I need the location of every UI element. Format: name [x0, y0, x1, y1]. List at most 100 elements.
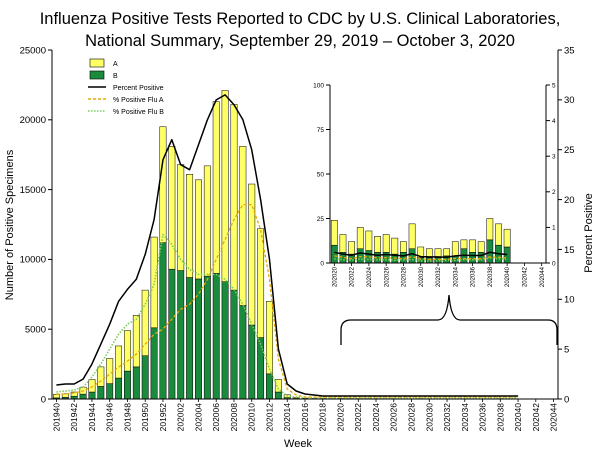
main-x-tick-label: 202006	[211, 403, 221, 432]
inset-bar-a	[366, 231, 372, 251]
main-x-tick-label: 202016	[300, 403, 310, 432]
main-x-tick-label: 201942	[69, 403, 79, 432]
main-x-tick-label: 202032	[442, 403, 452, 432]
main-bar-b	[204, 276, 210, 399]
inset-bar-b	[331, 245, 337, 263]
main-x-tick-label: 202040	[513, 403, 523, 432]
main-y-tick-label: 15000	[20, 185, 46, 196]
main-bar-b	[275, 392, 281, 399]
legend-swatch-a	[90, 59, 104, 67]
inset-y-tick-label: 50	[317, 171, 325, 178]
main-bar-b	[115, 378, 121, 399]
inset-x-tick-label: 202030	[419, 266, 425, 287]
main-bar-a	[151, 237, 157, 328]
main-y2-tick-label: 20	[564, 195, 575, 206]
inset-bar-a	[469, 240, 475, 252]
main-bar-a	[186, 174, 192, 277]
main-bar-a	[133, 315, 139, 367]
main-bar-b	[89, 392, 95, 399]
main-bar-a	[266, 301, 272, 374]
inset-y2-tick-label: 4	[552, 118, 556, 125]
main-bar-b	[80, 394, 86, 399]
main-bar-b	[133, 367, 139, 399]
main-y-tick-label: 25000	[20, 45, 46, 56]
main-bar-b	[240, 305, 246, 399]
inset-y2-tick-label: 0	[552, 260, 556, 267]
main-y2-tick-label: 15	[564, 245, 575, 256]
inset-bar-b	[409, 249, 415, 263]
inset-x-tick-label: 202020	[332, 266, 338, 287]
main-bar-b	[107, 384, 113, 399]
main-bar-a	[204, 166, 210, 276]
main-bar-b	[257, 338, 263, 399]
main-y-tick-label: 10000	[20, 255, 46, 266]
main-x-tick-label: 202026	[389, 403, 399, 432]
main-x-tick-label: 202042	[531, 403, 541, 432]
inset-bar-b	[357, 249, 363, 263]
main-x-tick-label: 202034	[460, 403, 470, 432]
inset-x-tick-label: 202032	[436, 266, 442, 287]
inset-x-tick-label: 202044	[540, 266, 546, 287]
main-x-tick-label: 202002	[176, 403, 186, 432]
main-x-tick-label: 201944	[87, 403, 97, 432]
inset-y-tick-label: 100	[313, 82, 324, 89]
inset-bar-a	[452, 242, 458, 256]
main-bar-a	[53, 394, 59, 397]
main-y-tick-label: 20000	[20, 115, 46, 126]
inset-x-tick-label: 202034	[453, 266, 459, 287]
main-bar-b	[160, 243, 166, 399]
inset-bar-a	[374, 236, 380, 252]
chart-title-line1: Influenza Positive Tests Reported to CDC…	[40, 10, 561, 28]
inset-x-tick-label: 202022	[350, 266, 356, 287]
main-bar-a	[195, 180, 201, 279]
main-x-tick-label: 201948	[122, 403, 132, 432]
y2-axis-label: Percent Positive	[583, 193, 595, 272]
legend-label-a: A	[113, 61, 118, 68]
main-x-tick-label: 202008	[229, 403, 239, 432]
inset-bar-b	[469, 252, 475, 263]
main-bar-b	[142, 356, 148, 399]
main-y2-tick-label: 35	[564, 45, 575, 56]
inset-bar-a	[383, 235, 389, 253]
inset-x-tick-label: 202028	[402, 266, 408, 287]
inset-x-tick-label: 202042	[523, 266, 529, 287]
main-x-tick-label: 202004	[193, 403, 203, 432]
inset-x-tick-label: 202024	[367, 266, 373, 287]
inset-x-tick-label: 202026	[384, 266, 390, 287]
main-x-tick-label: 202038	[495, 403, 505, 432]
main-bar-a	[222, 90, 228, 281]
inset-bar-a	[461, 240, 467, 249]
main-bar-a	[115, 346, 121, 378]
legend-label-pct-flu-b: % Positive Flu B	[113, 109, 164, 116]
main-bar-b	[231, 290, 237, 399]
inset-y2-tick-label: 3	[552, 153, 556, 160]
inset-y2-tick-label: 2	[552, 189, 556, 196]
main-bar-b	[169, 269, 175, 399]
main-bar-b	[124, 371, 130, 399]
main-x-tick-label: 202012	[265, 403, 275, 432]
legend-label-pct-flu-a: % Positive Flu A	[113, 97, 164, 104]
main-bar-b	[178, 271, 184, 399]
main-y2-tick-label: 25	[564, 145, 575, 156]
main-x-tick-label: 201952	[158, 403, 168, 432]
main-y2-tick-label: 0	[564, 394, 569, 405]
inset-bar-a	[478, 242, 484, 253]
main-bar-b	[186, 278, 192, 399]
inset-bar-a	[444, 249, 450, 256]
main-x-tick-label: 202030	[424, 403, 434, 432]
inset-bar-b	[487, 240, 493, 263]
main-bar-a	[240, 146, 246, 305]
inset-bar-a	[348, 242, 354, 254]
main-x-tick-label: 201940	[51, 403, 61, 432]
main-x-tick-label: 202044	[549, 403, 559, 432]
main-x-tick-label: 202028	[407, 403, 417, 432]
main-bar-a	[89, 379, 95, 392]
inset-y-tick-label: 25	[317, 216, 325, 223]
inset-y2-tick-label: 5	[552, 82, 556, 89]
main-bar-a	[160, 127, 166, 243]
main-bar-b	[266, 374, 272, 399]
main-y2-tick-label: 5	[564, 344, 569, 355]
main-bar-a	[231, 104, 237, 290]
main-bar-a	[98, 367, 104, 387]
